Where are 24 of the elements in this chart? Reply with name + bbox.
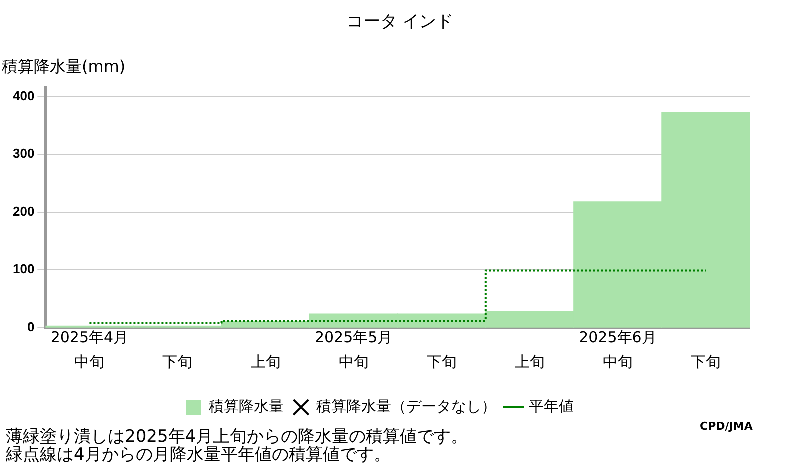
text: 2025年6月 xyxy=(579,328,657,346)
y-tick-label: 0 xyxy=(27,320,35,335)
x-tick-label: 下旬 xyxy=(690,354,721,372)
legend-label: 積算降水量 xyxy=(208,397,284,416)
x-tick-label: 中旬 xyxy=(338,354,369,372)
x-tick-label: 下旬 xyxy=(426,354,457,372)
x-tick-label: 下旬 xyxy=(162,354,193,372)
y-tick-label: 200 xyxy=(12,204,35,219)
x-tick-label: 上旬 xyxy=(250,354,281,372)
x-tick-label: 上旬 xyxy=(514,354,545,372)
text: 緑点線は4月からの月降水量平年値の積算値です。 xyxy=(6,445,392,465)
text: 2025年5月 xyxy=(314,328,393,346)
text: CPD/JMA xyxy=(700,420,753,433)
x-tick-label: 中旬 xyxy=(602,354,633,372)
text: 2025年4月 xyxy=(50,328,129,346)
legend-label: 積算降水量（データなし） xyxy=(316,397,496,416)
y-tick-label: 400 xyxy=(12,88,35,104)
y-tick-label: 100 xyxy=(12,262,35,277)
legend-label: 平年値 xyxy=(528,397,574,416)
chart-title: コータ インド xyxy=(345,11,455,33)
y-tick-label: 300 xyxy=(12,146,35,162)
y-axis-title: 積算降水量(mm) xyxy=(2,57,126,76)
x-tick-label: 中旬 xyxy=(74,354,105,372)
text: 薄緑塗り潰しは2025年4月上旬からの降水量の積算値です。 xyxy=(6,427,468,447)
